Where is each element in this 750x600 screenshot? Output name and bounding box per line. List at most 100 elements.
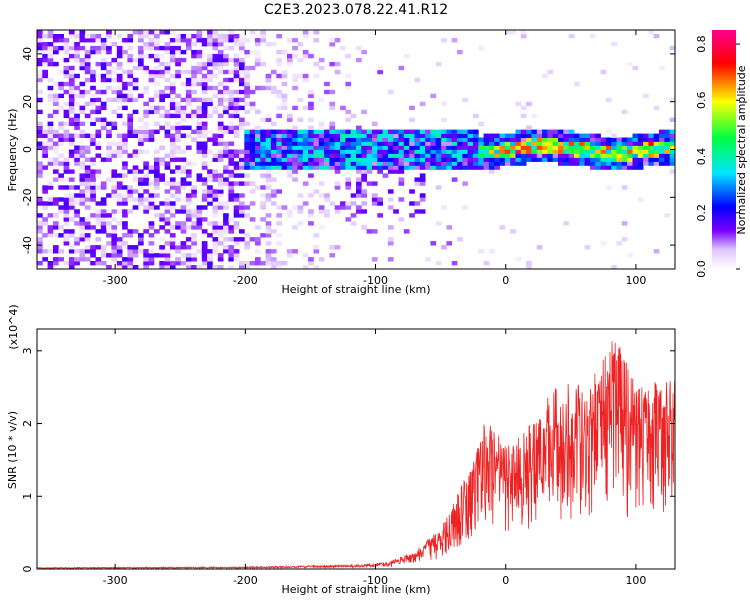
heatmap-cell bbox=[488, 133, 495, 138]
heatmap-cell bbox=[510, 141, 516, 146]
heatmap-cell bbox=[58, 121, 64, 126]
heatmap-cell bbox=[669, 141, 675, 146]
heatmap-cell bbox=[467, 137, 474, 142]
heatmap-cell bbox=[212, 42, 219, 47]
heatmap-cell bbox=[143, 265, 149, 269]
heatmap-cell bbox=[100, 185, 107, 190]
heatmap-cell bbox=[148, 165, 155, 170]
heatmap-cell bbox=[574, 153, 580, 158]
heatmap-cell bbox=[308, 213, 314, 218]
heatmap-cell bbox=[191, 213, 197, 218]
heatmap-cell bbox=[600, 161, 607, 166]
heatmap-cell bbox=[409, 141, 415, 146]
heatmap-cell bbox=[419, 137, 426, 142]
heatmap-cell bbox=[377, 197, 383, 202]
heatmap-cell bbox=[239, 42, 245, 47]
heatmap-cell bbox=[127, 69, 134, 75]
heatmap-cell bbox=[106, 97, 112, 103]
heatmap-cell bbox=[568, 133, 575, 138]
heatmap-cell bbox=[552, 133, 559, 138]
y-tick-label: 0 bbox=[21, 566, 34, 573]
heatmap-cell bbox=[68, 257, 75, 262]
heatmap-cell bbox=[74, 249, 80, 254]
heatmap-cell bbox=[387, 145, 394, 150]
heatmap-cell bbox=[595, 145, 601, 150]
heatmap-cell bbox=[132, 245, 139, 250]
heatmap-cell bbox=[270, 229, 277, 234]
heatmap-cell bbox=[154, 129, 160, 134]
heatmap-cell bbox=[361, 133, 367, 138]
heatmap-cell bbox=[308, 101, 314, 107]
heatmap-cell bbox=[164, 197, 171, 202]
heatmap-cell bbox=[281, 49, 288, 55]
heatmap-cell bbox=[74, 153, 80, 158]
heatmap-cell bbox=[244, 137, 250, 142]
heatmap-cell bbox=[191, 81, 197, 87]
heatmap-cell bbox=[42, 57, 48, 63]
heatmap-cell bbox=[201, 229, 208, 234]
heatmap-cell bbox=[132, 165, 139, 170]
heatmap-cell bbox=[457, 237, 463, 242]
heatmap-cell bbox=[68, 81, 75, 87]
heatmap-cell bbox=[451, 129, 458, 134]
heatmap-cell bbox=[520, 133, 527, 138]
heatmap-cell bbox=[47, 34, 54, 39]
heatmap-cell bbox=[270, 85, 277, 91]
heatmap-cell bbox=[111, 209, 118, 214]
heatmap-cell bbox=[90, 177, 96, 182]
heatmap-cell bbox=[164, 205, 171, 210]
heatmap-cell bbox=[467, 161, 474, 166]
heatmap-cell bbox=[201, 42, 208, 47]
x-tick-label: -200 bbox=[233, 274, 258, 287]
heatmap-cell bbox=[95, 117, 102, 122]
heatmap-cell bbox=[297, 209, 304, 214]
heatmap-cell bbox=[270, 69, 277, 75]
heatmap-cell bbox=[169, 137, 176, 142]
heatmap-cell bbox=[175, 93, 181, 99]
heatmap-cell bbox=[547, 145, 554, 150]
heatmap-cell bbox=[154, 169, 160, 174]
heatmap-cell bbox=[302, 181, 309, 186]
heatmap-cell bbox=[356, 181, 362, 186]
heatmap-cell bbox=[563, 221, 569, 226]
heatmap-cell bbox=[42, 42, 48, 47]
heatmap-cell bbox=[42, 233, 48, 238]
heatmap-cell bbox=[637, 141, 644, 146]
snr-ylabel: SNR (10 * v/v) bbox=[6, 411, 19, 489]
heatmap-cell bbox=[116, 201, 123, 206]
chart-title: C2E3.2023.078.22.41.R12 bbox=[264, 2, 448, 18]
heatmap-cell bbox=[659, 145, 665, 150]
heatmap-cell bbox=[122, 81, 128, 87]
heatmap-cell bbox=[382, 153, 389, 158]
heatmap-cell bbox=[164, 77, 171, 83]
heatmap-cell bbox=[111, 233, 118, 238]
heatmap-cell bbox=[297, 165, 304, 170]
heatmap-cell bbox=[462, 145, 468, 150]
heatmap-cell bbox=[143, 189, 149, 194]
heatmap-cell bbox=[414, 165, 421, 170]
heatmap-cell bbox=[148, 197, 155, 202]
heatmap-cell bbox=[398, 137, 405, 142]
heatmap-cell bbox=[664, 129, 671, 134]
heatmap-cell bbox=[494, 165, 500, 170]
heatmap-cell bbox=[201, 197, 208, 202]
heatmap-cell bbox=[84, 205, 91, 210]
heatmap-cell bbox=[239, 117, 245, 122]
heatmap-cell bbox=[239, 161, 245, 166]
heatmap-cell bbox=[143, 257, 149, 262]
heatmap-cell bbox=[244, 129, 250, 134]
heatmap-cell bbox=[228, 217, 235, 222]
heatmap-cell bbox=[393, 165, 399, 170]
heatmap-cell bbox=[276, 221, 282, 226]
heatmap-cell bbox=[223, 225, 229, 230]
heatmap-cell bbox=[669, 133, 675, 138]
heatmap-cell bbox=[398, 169, 405, 174]
heatmap-cell bbox=[90, 169, 96, 174]
heatmap-cell bbox=[53, 169, 59, 174]
heatmap-cell bbox=[180, 125, 187, 130]
heatmap-cell bbox=[63, 101, 70, 107]
heatmap-cell bbox=[127, 229, 134, 234]
heatmap-cell bbox=[212, 197, 219, 202]
heatmap-cell bbox=[154, 165, 160, 170]
heatmap-cell bbox=[600, 157, 607, 162]
